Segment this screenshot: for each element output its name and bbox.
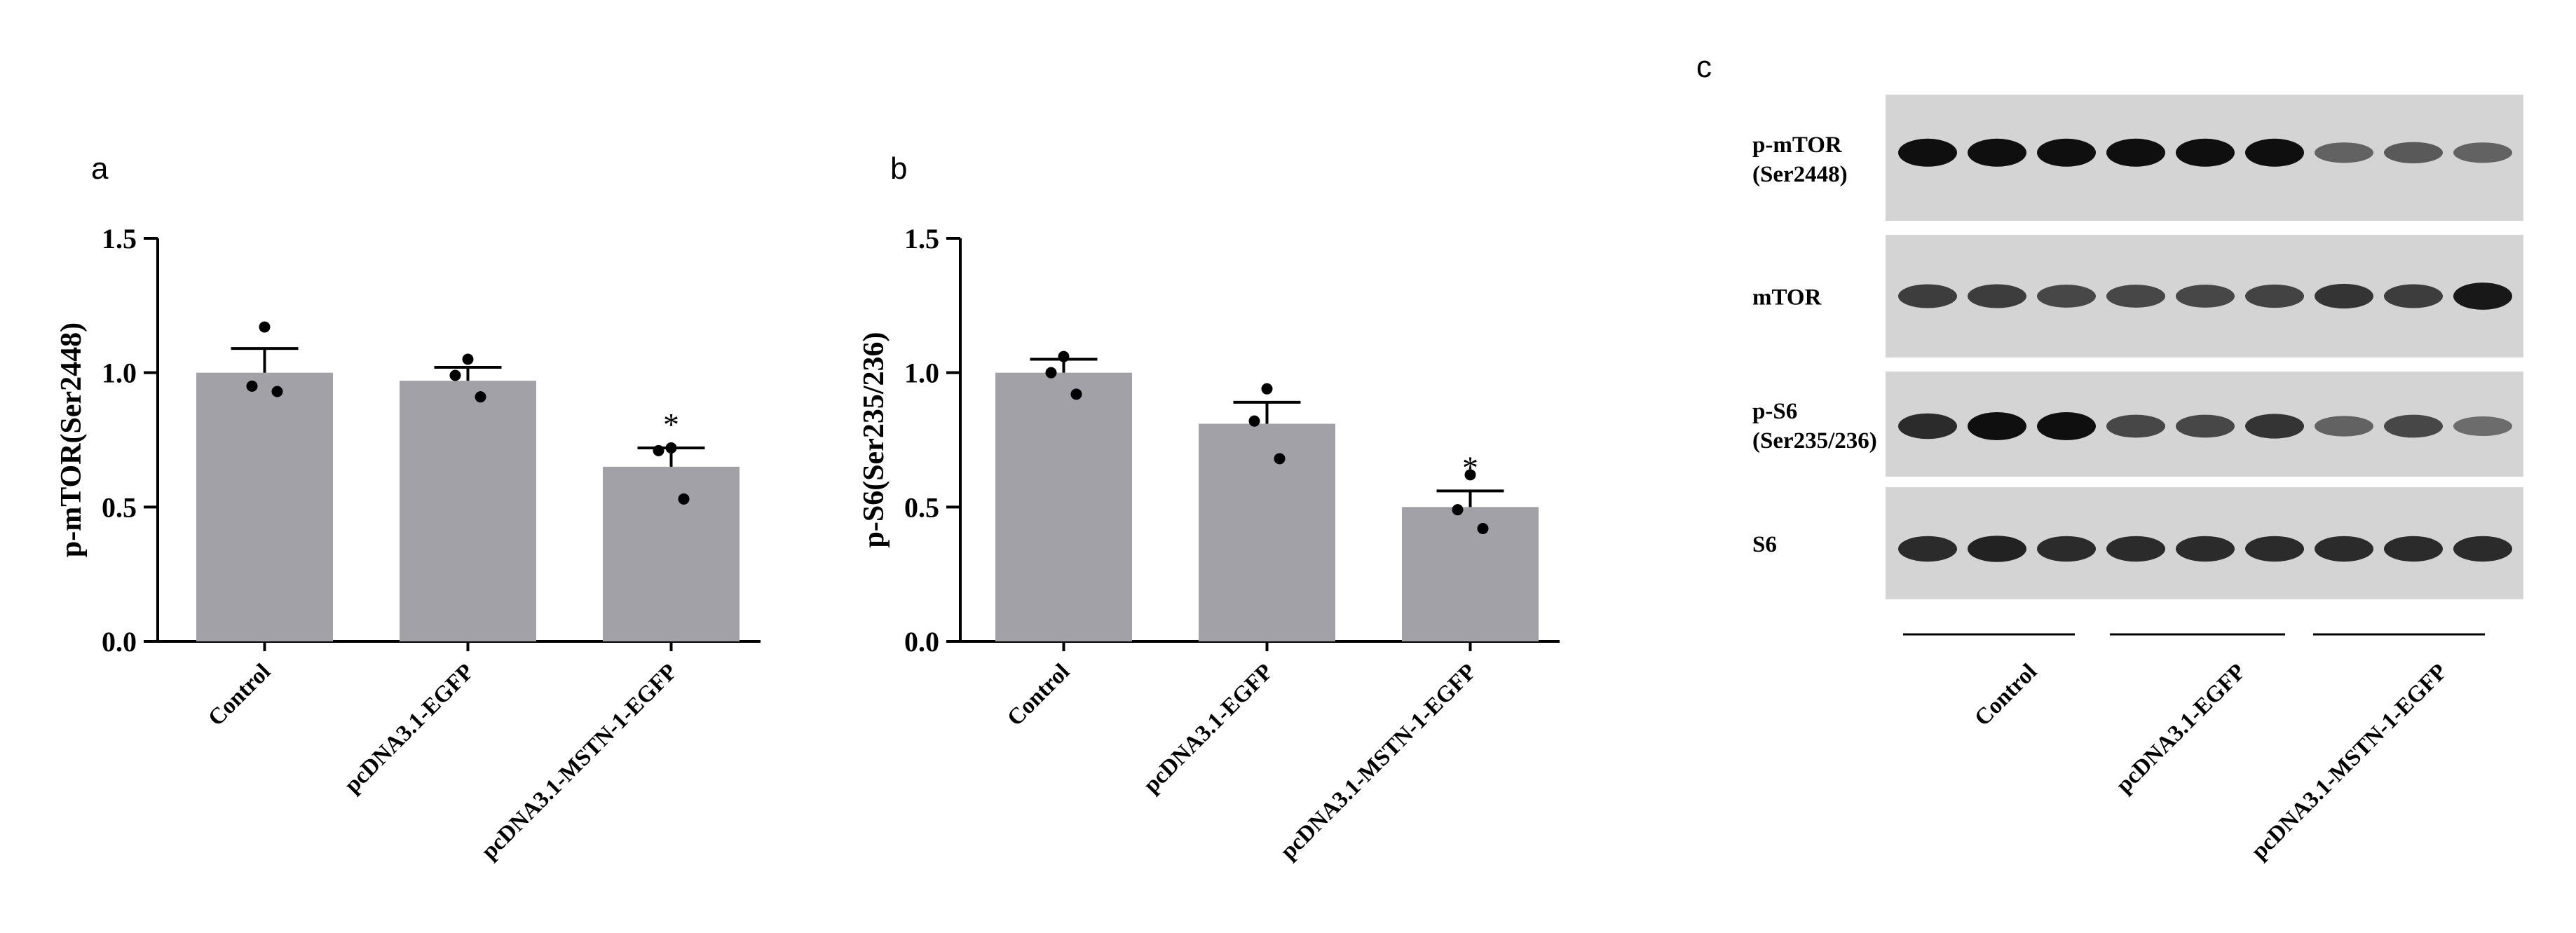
y-tick-label: 0.5 — [904, 491, 939, 523]
blot-band — [2315, 416, 2373, 437]
y-tick-label: 1.0 — [904, 357, 939, 389]
western-blot-panel-c: cp-mTOR(Ser2448)mTORp-S6(Ser235/236)S6Co… — [1696, 50, 2523, 864]
blot-band — [2106, 138, 2165, 167]
bar-3 — [603, 466, 740, 641]
blot-band — [2245, 414, 2304, 439]
blot-band — [2453, 536, 2512, 562]
data-point — [1477, 523, 1489, 534]
blot-band — [2453, 282, 2512, 310]
blot-row-label: p-S6 — [1752, 399, 1797, 424]
blot-band — [2176, 414, 2235, 438]
blot-band — [2453, 142, 2512, 163]
data-point — [271, 386, 283, 397]
bar-1 — [995, 372, 1132, 641]
blot-band — [2037, 285, 2096, 308]
y-tick-label: 1.0 — [102, 357, 137, 389]
data-point — [246, 380, 258, 392]
blot-band — [1968, 412, 2026, 440]
blot-band — [2037, 138, 2096, 167]
data-point — [475, 391, 486, 403]
blot-band — [2176, 285, 2235, 308]
bar-1 — [196, 372, 333, 641]
blot-band — [1898, 284, 1957, 308]
bar-3 — [1402, 507, 1539, 641]
blot-band — [2176, 138, 2235, 167]
bar-2 — [400, 381, 536, 641]
blot-row-label: S6 — [1752, 532, 1777, 557]
blot-band — [2176, 536, 2235, 562]
significance-star: * — [663, 407, 679, 442]
blot-band — [1968, 536, 2026, 562]
data-point — [1045, 367, 1057, 379]
bar-2 — [1199, 423, 1335, 641]
panel-letter: b — [890, 151, 907, 186]
data-point — [1274, 453, 1286, 465]
chart-panel-a: a0.00.51.01.5p-mTOR(Ser2448)Control pcDNA… — [55, 151, 761, 864]
blot-row-label: mTOR — [1752, 285, 1822, 311]
blot-band — [2315, 283, 2373, 309]
data-point — [259, 321, 271, 333]
data-point — [449, 369, 461, 381]
blot-band — [1968, 138, 2026, 167]
blot-band — [2106, 536, 2165, 562]
blot-band — [2037, 412, 2096, 440]
y-tick-label: 1.5 — [904, 223, 939, 254]
data-point — [1261, 383, 1273, 395]
blot-band — [2315, 536, 2373, 562]
blot-band — [2037, 536, 2096, 562]
blot-band — [2453, 416, 2512, 436]
y-tick-label: 0.0 — [904, 626, 939, 658]
blot-band — [2315, 142, 2373, 163]
data-point — [678, 493, 690, 505]
data-point — [665, 442, 677, 454]
blot-band — [1898, 536, 1957, 562]
blot-band — [1968, 284, 2026, 308]
blot-band — [2384, 142, 2443, 163]
data-point — [462, 353, 474, 365]
blot-band — [1898, 413, 1957, 440]
blot-band — [2384, 284, 2443, 308]
data-point — [1248, 415, 1260, 427]
data-point — [653, 444, 665, 456]
blot-row-label: (Ser2448) — [1752, 162, 1848, 187]
y-tick-label: 0.0 — [102, 626, 137, 658]
y-axis-label: p-mTOR(Ser2448) — [55, 322, 88, 557]
data-point — [1452, 504, 1464, 516]
significance-star: * — [1462, 449, 1478, 485]
blot-row-label: p-mTOR — [1752, 132, 1843, 158]
data-point — [1070, 388, 1082, 400]
blot-band — [2245, 284, 2304, 308]
blot-band — [2245, 138, 2304, 167]
data-point — [1058, 350, 1070, 362]
panel-letter: a — [91, 151, 109, 186]
data-point — [1464, 469, 1476, 481]
blot-band — [2106, 285, 2165, 308]
blot-band — [2384, 536, 2443, 562]
blot-band — [1898, 138, 1957, 167]
blot-band — [2384, 414, 2443, 438]
blot-band — [2106, 414, 2165, 438]
y-tick-label: 1.5 — [102, 223, 137, 254]
panel-letter: c — [1696, 50, 1712, 84]
y-tick-label: 0.5 — [102, 491, 137, 523]
y-axis-label: p-S6(Ser235/236) — [858, 332, 890, 548]
blot-row-label: (Ser235/236) — [1752, 428, 1877, 454]
blot-band — [2245, 536, 2304, 562]
